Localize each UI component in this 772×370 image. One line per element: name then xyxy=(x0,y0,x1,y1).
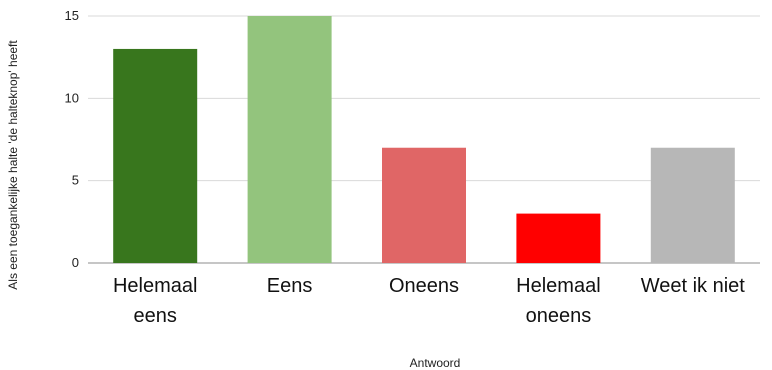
y-tick-label: 15 xyxy=(65,8,79,23)
y-axis-label: Als een toegankelijke halte 'de haltekno… xyxy=(6,40,20,290)
y-tick-label: 5 xyxy=(72,173,79,188)
bar xyxy=(113,48,198,263)
x-tick-label: Oneens xyxy=(389,275,459,297)
x-tick-label: Helemaal eens xyxy=(113,275,197,327)
bars xyxy=(113,16,735,263)
bar xyxy=(650,147,735,263)
bar xyxy=(516,213,601,263)
x-tick-label: Weet ik niet xyxy=(641,275,746,297)
x-axis-label: Antwoord xyxy=(410,356,461,370)
bar xyxy=(247,16,332,263)
y-tick-label: 0 xyxy=(72,255,79,270)
x-tick-label: Eens xyxy=(267,275,313,297)
x-category-labels: Helemaal eens Eens Oneens Helemaal oneens Weet… xyxy=(113,275,745,327)
bar xyxy=(382,147,466,263)
x-tick-label: Helemaal oneens xyxy=(516,275,600,327)
y-tick-label: 10 xyxy=(65,90,79,105)
y-tick-labels: 0 5 10 15 xyxy=(65,8,79,270)
